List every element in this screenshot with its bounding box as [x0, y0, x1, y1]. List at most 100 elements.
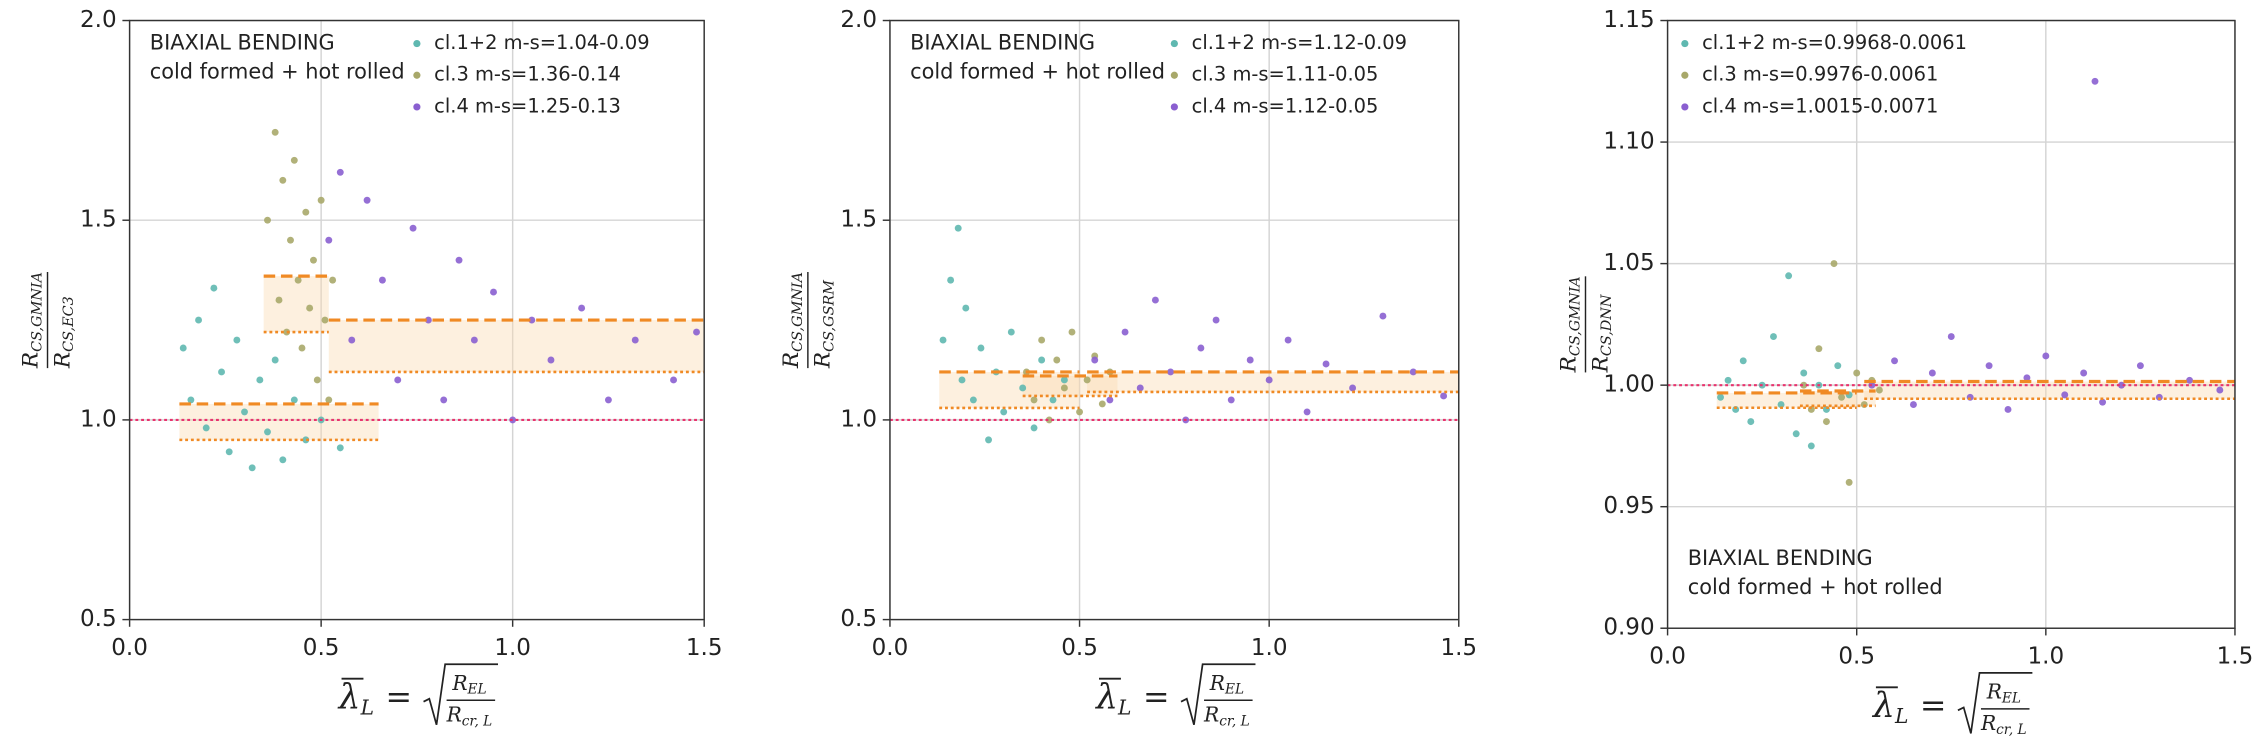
point: [1853, 369, 1861, 377]
point: [290, 396, 298, 404]
point: [1724, 376, 1732, 384]
point: [1770, 333, 1777, 340]
point: [424, 316, 432, 324]
legend-marker: [1170, 39, 1178, 48]
label-part: CS,GMNIA: [29, 272, 45, 352]
label-part: R: [811, 352, 836, 369]
point: [1212, 316, 1220, 324]
point: [264, 216, 271, 224]
sd-band: [263, 276, 329, 333]
label-part: EL: [2001, 690, 2021, 706]
point: [1045, 416, 1053, 424]
point: [1739, 357, 1747, 365]
label-part: R: [19, 352, 44, 369]
point: [1838, 393, 1846, 401]
point: [409, 224, 417, 232]
y-tick-label: 1.5: [80, 207, 117, 233]
label-part: CS,EC3: [61, 296, 77, 352]
point: [202, 424, 210, 432]
point: [378, 276, 386, 284]
point: [1409, 368, 1417, 376]
label-part: R: [1588, 356, 1613, 373]
point: [2061, 391, 2069, 399]
point: [1322, 360, 1330, 368]
label-part: cr, L: [462, 713, 492, 729]
point: [1747, 418, 1755, 426]
panel: 0.0 0.5 1.0 1.5 0.5 1.0 1.5 2.0 cl.1+2 m-s=1.12-…: [779, 7, 1477, 729]
label-part: R: [1203, 703, 1219, 727]
sd-band: [1087, 371, 1459, 392]
point: [187, 396, 195, 404]
point: [302, 208, 310, 216]
label-part: L: [360, 695, 374, 719]
point: [1030, 424, 1038, 432]
point: [279, 456, 287, 464]
point: [1834, 362, 1842, 370]
y-tick-label: 1.00: [1603, 372, 1654, 398]
legend-marker: [1681, 103, 1689, 111]
point: [1928, 369, 1936, 377]
point: [363, 196, 371, 204]
label-part: =: [1920, 688, 1947, 724]
point: [2091, 77, 2099, 85]
point: [302, 436, 310, 444]
point: [233, 336, 241, 344]
point: [1007, 328, 1015, 336]
label-part: R: [779, 352, 804, 369]
point: [470, 336, 478, 344]
point: [298, 344, 306, 352]
point: [1076, 408, 1084, 416]
x-tick-label: 1.5: [1440, 635, 1477, 661]
legend-label: cl.1+2 m-s=1.12-0.09: [1192, 31, 1407, 54]
point: [1246, 356, 1254, 364]
point: [604, 396, 612, 404]
point: [1019, 384, 1027, 392]
point: [336, 444, 344, 452]
panel: 0.0 0.5 1.0 1.5 0.5 1.0 1.5 2.0 cl.1+2 m-s=1.04-…: [19, 7, 723, 729]
x-axis-label: λ L = R ELR cr, L: [1094, 663, 1256, 729]
y-tick-label: 2.0: [80, 7, 117, 33]
sqrt-sign: [1180, 663, 1256, 725]
label-part: L: [1117, 695, 1131, 719]
point: [329, 276, 337, 284]
point: [287, 236, 294, 244]
label-part: R: [451, 671, 467, 695]
x-tick-label: 0.0: [872, 635, 909, 661]
point: [321, 316, 329, 324]
legend-marker: [1170, 103, 1178, 111]
point: [1800, 381, 1808, 389]
point: [958, 376, 966, 384]
point: [1947, 333, 1955, 340]
point: [1379, 312, 1387, 320]
legend-label: cl.1+2 m-s=1.04-0.09: [434, 31, 649, 54]
x-tick-label: 0.0: [111, 635, 148, 661]
legend-marker: [413, 39, 421, 48]
point: [1985, 362, 1993, 370]
y-tick-label: 1.0: [80, 406, 117, 432]
label-part: =: [1143, 679, 1170, 715]
label-part: λ: [1094, 677, 1118, 717]
label-part: λ: [337, 677, 361, 717]
point: [218, 368, 225, 376]
point: [2136, 362, 2144, 370]
point: [693, 328, 700, 336]
point: [271, 356, 279, 364]
label-part: =: [385, 679, 412, 715]
point: [1845, 478, 1853, 486]
label-part: L: [1894, 704, 1908, 728]
point: [939, 336, 947, 344]
point: [1349, 384, 1357, 392]
point: [1800, 369, 1808, 377]
point: [1777, 401, 1785, 409]
point: [1830, 260, 1838, 268]
point: [1265, 376, 1273, 384]
x-tick-label: 1.0: [494, 635, 531, 661]
point: [1717, 393, 1724, 401]
point: [962, 304, 970, 312]
plot-frame: [1666, 19, 2236, 629]
point: [1000, 408, 1008, 416]
